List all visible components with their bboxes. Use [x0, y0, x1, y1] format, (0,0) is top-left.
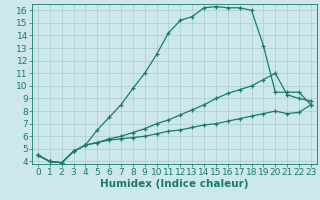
X-axis label: Humidex (Indice chaleur): Humidex (Indice chaleur) — [100, 179, 249, 189]
